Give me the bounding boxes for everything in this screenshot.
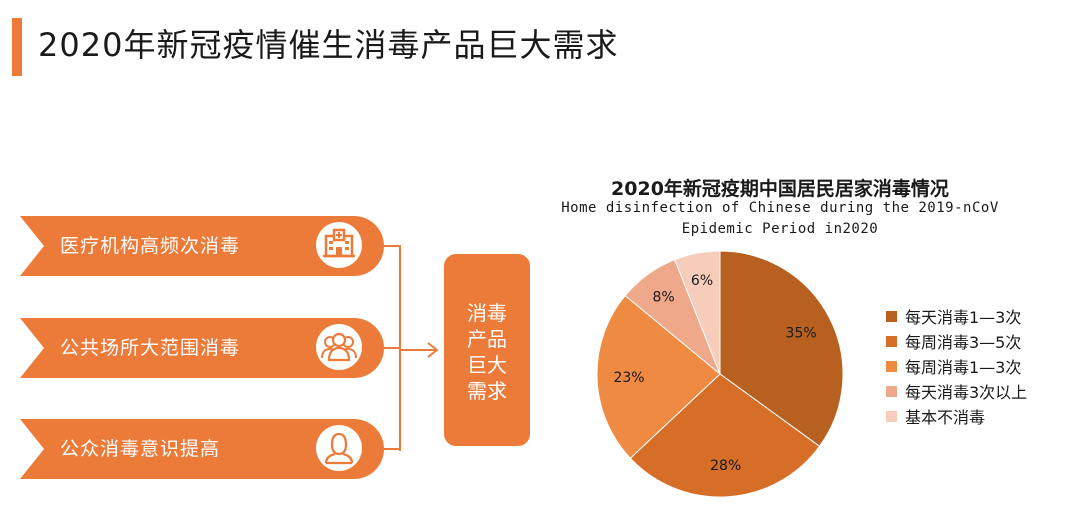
chart-subtitle-line-1: Home disinfection of Chinese during the … — [561, 200, 999, 216]
driver-label: 公众消毒意识提高 — [60, 438, 221, 460]
driver-banner-awareness: 公众消毒意识提高 — [20, 419, 384, 479]
pie-slice — [674, 250, 721, 375]
driver-label: 医疗机构高频次消毒 — [60, 235, 241, 257]
legend-item: 每周消毒1—3次 — [886, 356, 1027, 377]
legend-item: 基本不消毒 — [886, 406, 1027, 427]
legend-item: 每周消毒3—5次 — [886, 331, 1027, 352]
pie-slice — [719, 250, 844, 447]
legend-label: 每周消毒3—5次 — [905, 333, 1022, 352]
chart-legend: 每天消毒1—3次 每周消毒3—5次 每周消毒1—3次 每天消毒3次以上 基本不消… — [886, 306, 1027, 431]
driver-banner-public: 公共场所大范围消毒 — [20, 318, 384, 378]
crowd-icon — [316, 324, 362, 370]
result-line: 产品 — [467, 327, 507, 351]
legend-label: 基本不消毒 — [905, 408, 986, 427]
pie-slice — [596, 294, 721, 459]
pie-data-label: 28% — [710, 458, 741, 474]
legend-label: 每天消毒1—3次 — [905, 308, 1022, 327]
legend-swatch — [886, 385, 897, 397]
result-line: 巨大 — [467, 353, 507, 377]
pie-data-label: 35% — [786, 326, 817, 342]
legend-label: 每天消毒3次以上 — [905, 383, 1028, 402]
chart-subtitle-line-2: Epidemic Period in2020 — [681, 221, 879, 237]
driver-banner-medical: 医疗机构高频次消毒 — [20, 216, 384, 276]
pie-chart: 35% 28% 23% 8% 6% — [596, 250, 844, 498]
legend-swatch — [886, 335, 897, 347]
result-line: 需求 — [467, 379, 507, 403]
driver-label: 公共场所大范围消毒 — [60, 337, 241, 359]
person-icon — [316, 425, 362, 471]
result-line: 消毒 — [467, 301, 507, 325]
hospital-icon — [316, 222, 362, 268]
legend-swatch — [886, 360, 897, 372]
page-title: 2020年新冠疫情催生消毒产品巨大需求 — [38, 26, 619, 64]
pie-data-label: 8% — [652, 289, 674, 305]
chart-title: 2020年新冠疫期中国居民居家消毒情况 — [611, 178, 949, 200]
title-accent-bar — [12, 18, 22, 76]
result-box: 消毒 产品 巨大 需求 — [444, 254, 530, 446]
legend-swatch — [886, 410, 897, 422]
pie-data-label: 6% — [691, 273, 713, 289]
legend-item: 每天消毒3次以上 — [886, 381, 1028, 402]
pie-slice — [629, 373, 821, 498]
legend-swatch — [886, 310, 897, 322]
legend-item: 每天消毒1—3次 — [886, 306, 1027, 327]
legend-label: 每周消毒1—3次 — [905, 358, 1022, 377]
pie-data-label: 23% — [613, 370, 644, 386]
